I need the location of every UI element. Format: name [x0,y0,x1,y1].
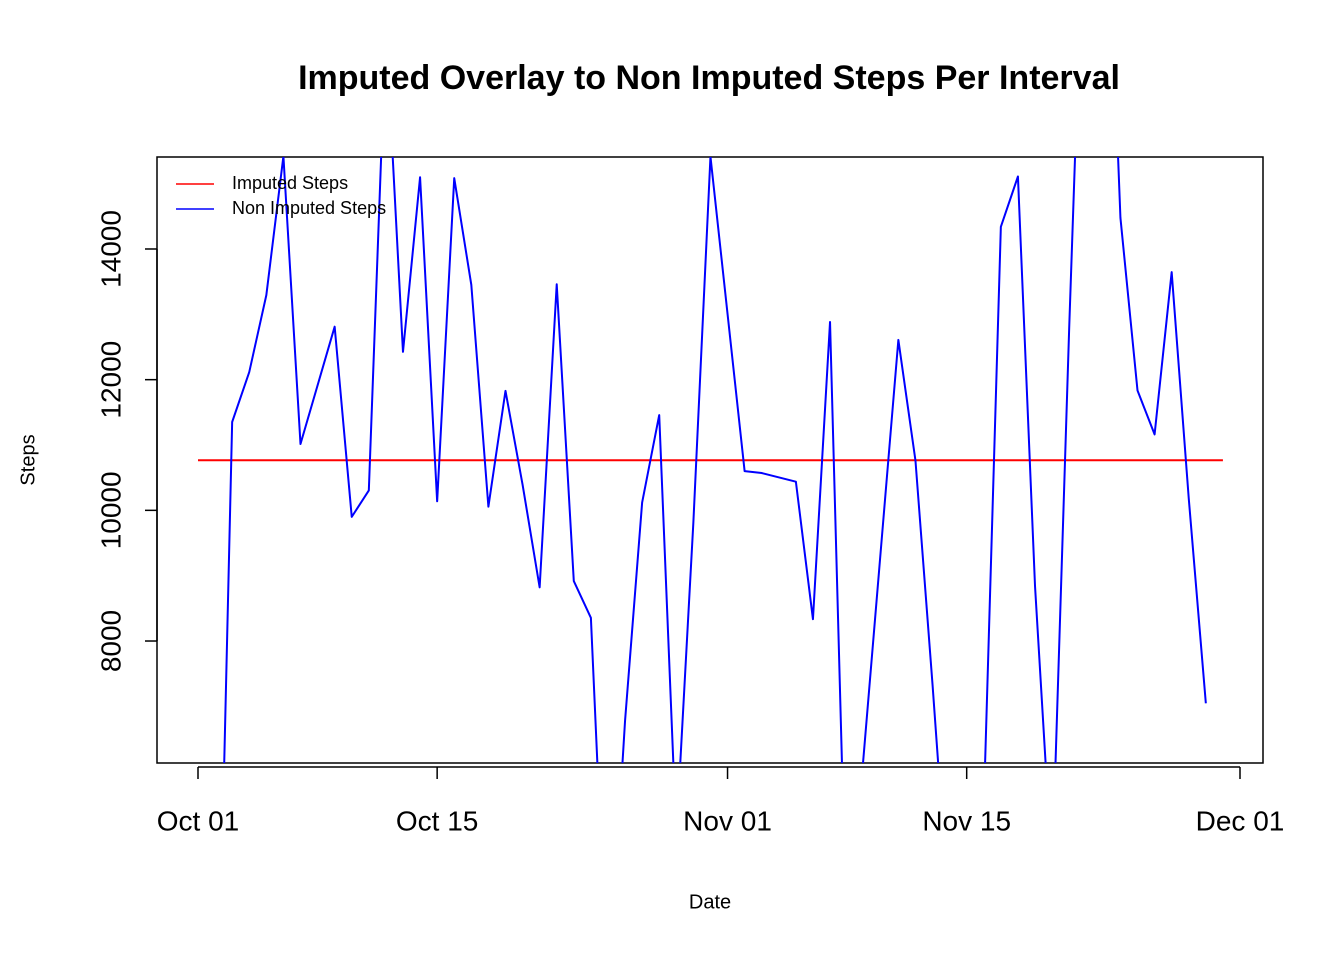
x-tick-label: Nov 15 [922,805,1011,836]
x-tick-label: Dec 01 [1196,805,1285,836]
y-axis-label: Steps [17,434,39,485]
y-tick-label: 10000 [95,471,126,549]
legend-label: Non Imputed Steps [232,198,386,218]
y-tick-label: 12000 [95,341,126,419]
plot-lines [198,157,1223,763]
x-tick-label: Nov 01 [683,805,772,836]
legend-label: Imputed Steps [232,173,348,193]
chart-title: Imputed Overlay to Non Imputed Steps Per… [298,59,1120,97]
y-tick-label: 14000 [95,210,126,288]
x-tick-label: Oct 01 [157,805,239,836]
series-line [223,157,1207,763]
x-axis-label: Date [689,891,731,913]
x-tick-label: Oct 15 [396,805,478,836]
y-tick-label: 8000 [95,610,126,672]
